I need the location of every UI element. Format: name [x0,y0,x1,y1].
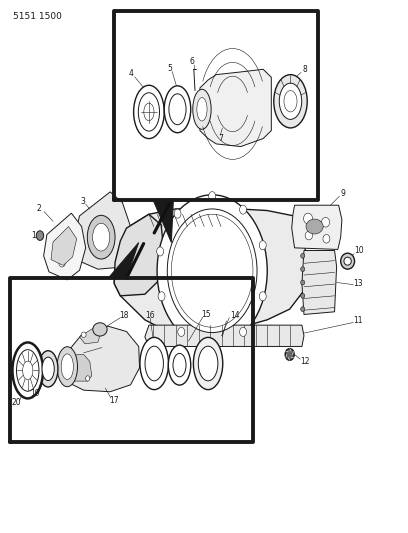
Ellipse shape [259,241,266,250]
Ellipse shape [86,376,90,381]
Ellipse shape [93,223,110,251]
Ellipse shape [59,259,65,267]
Ellipse shape [16,350,39,391]
Text: 5151 1500: 5151 1500 [13,12,62,21]
Ellipse shape [305,231,313,240]
Text: 13: 13 [353,279,363,288]
Polygon shape [200,69,271,147]
Ellipse shape [304,213,313,224]
Ellipse shape [69,244,74,251]
Ellipse shape [23,361,33,379]
Ellipse shape [274,75,307,128]
Ellipse shape [167,209,257,333]
Text: 7: 7 [218,134,223,143]
Text: 10: 10 [354,246,364,255]
Ellipse shape [197,98,207,121]
Polygon shape [145,325,304,346]
Text: 11: 11 [353,317,363,325]
Text: 3: 3 [80,197,85,206]
Ellipse shape [239,205,246,214]
Ellipse shape [209,191,215,201]
Polygon shape [80,328,101,344]
Ellipse shape [209,341,215,350]
Ellipse shape [81,332,86,337]
Text: 15: 15 [201,310,211,319]
Text: 2: 2 [37,205,42,213]
Ellipse shape [36,231,44,240]
Ellipse shape [344,257,351,265]
Ellipse shape [301,307,305,311]
Ellipse shape [323,235,330,243]
Ellipse shape [93,323,107,336]
Polygon shape [114,208,306,332]
Ellipse shape [13,342,43,399]
Ellipse shape [322,217,330,227]
Ellipse shape [301,266,305,272]
Ellipse shape [301,280,305,285]
Ellipse shape [284,91,297,112]
Polygon shape [114,214,163,296]
Text: 19: 19 [30,389,40,398]
Text: 20: 20 [11,398,21,407]
Ellipse shape [193,337,223,390]
Ellipse shape [140,337,169,390]
Text: 4: 4 [129,69,134,78]
Ellipse shape [301,293,305,298]
Ellipse shape [259,292,266,301]
Ellipse shape [285,349,294,360]
Ellipse shape [169,345,191,385]
Ellipse shape [198,346,218,381]
Text: 5: 5 [167,64,172,72]
Polygon shape [292,205,342,249]
Ellipse shape [173,353,186,377]
Ellipse shape [279,83,302,119]
Ellipse shape [38,351,58,387]
Ellipse shape [306,219,323,234]
Ellipse shape [174,209,181,218]
Ellipse shape [57,346,78,387]
Text: 9: 9 [340,189,345,198]
Ellipse shape [301,253,305,258]
Ellipse shape [157,195,267,346]
Polygon shape [73,192,131,269]
Text: 8: 8 [303,65,308,74]
Polygon shape [302,251,337,314]
Ellipse shape [193,89,211,130]
Polygon shape [51,227,77,265]
Ellipse shape [164,86,191,133]
Text: 12: 12 [300,357,310,366]
Polygon shape [108,243,139,278]
Ellipse shape [178,327,185,336]
Ellipse shape [42,357,54,381]
Ellipse shape [144,103,154,121]
Text: 16: 16 [145,311,155,320]
Ellipse shape [157,247,164,256]
Text: 17: 17 [109,397,119,405]
Ellipse shape [145,346,163,381]
Polygon shape [60,326,140,392]
Polygon shape [60,354,92,381]
Ellipse shape [158,292,165,301]
Ellipse shape [169,94,186,125]
Text: 18: 18 [120,311,129,320]
Ellipse shape [87,215,115,259]
Ellipse shape [61,354,73,379]
Ellipse shape [239,327,246,336]
Text: 6: 6 [189,57,194,66]
Ellipse shape [138,93,160,131]
Polygon shape [153,200,173,243]
Ellipse shape [54,239,62,248]
Text: 14: 14 [230,311,239,320]
Polygon shape [44,213,86,280]
Ellipse shape [133,85,164,139]
Text: 1: 1 [31,231,36,240]
Ellipse shape [341,253,355,269]
